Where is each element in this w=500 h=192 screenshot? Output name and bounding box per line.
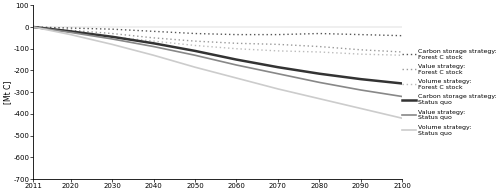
Y-axis label: [Mt C]: [Mt C] xyxy=(3,80,12,104)
Legend: Carbon storage strategy:
Forest C stock, Value strategy:
Forest C stock, Volume : Carbon storage strategy: Forest C stock,… xyxy=(402,49,497,136)
